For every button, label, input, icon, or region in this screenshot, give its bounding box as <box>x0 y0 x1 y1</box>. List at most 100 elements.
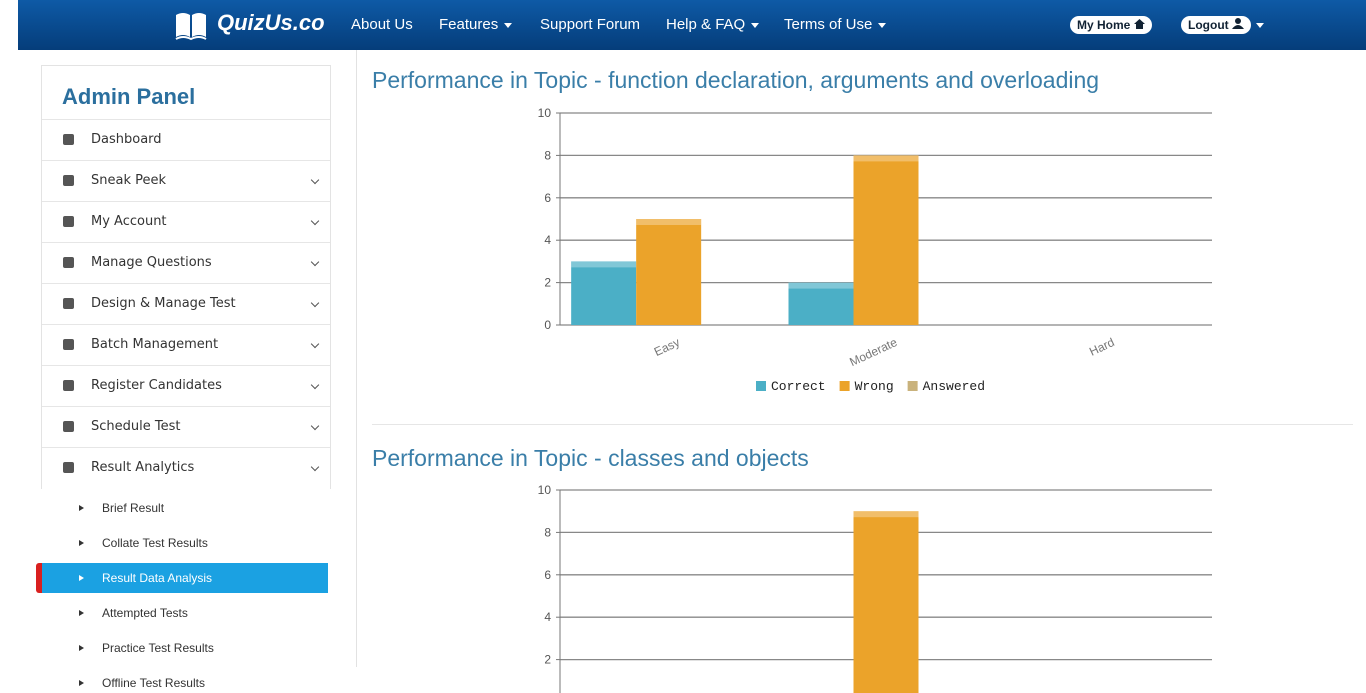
submenu-label: Attempted Tests <box>102 606 188 620</box>
submenu-item[interactable]: Attempted Tests <box>36 598 328 628</box>
menu-item[interactable]: Manage Questions <box>42 242 330 283</box>
nav-link[interactable]: Features <box>439 16 513 33</box>
y-tick-label: 6 <box>544 191 551 205</box>
y-tick-label: 8 <box>544 525 551 539</box>
y-tick-label: 10 <box>538 483 552 497</box>
caret <box>504 22 513 28</box>
menu-label: Dashboard <box>91 132 162 147</box>
menu-label: Batch Management <box>91 337 219 352</box>
nav-link[interactable]: About Us <box>351 16 413 33</box>
submenu-item[interactable]: Result Data Analysis <box>36 563 328 593</box>
my-home-button[interactable]: My Home <box>1070 16 1152 34</box>
y-tick-label: 2 <box>544 653 551 667</box>
y-tick-label: 4 <box>544 610 551 624</box>
chart-title: Performance in Topic - classes and objec… <box>372 445 809 471</box>
logout-label: Logout <box>1188 18 1229 32</box>
y-tick-label: 2 <box>544 276 551 290</box>
menu-item[interactable]: Batch Management <box>42 324 330 365</box>
y-tick-label: 10 <box>538 106 552 120</box>
divider <box>356 50 357 667</box>
menu-label: Manage Questions <box>91 255 212 270</box>
bullet <box>79 575 84 581</box>
bar-sheen <box>788 282 854 289</box>
menu-label: Result Analytics <box>91 460 195 475</box>
nav-link-label: Features <box>439 16 499 33</box>
y-tick-label: 8 <box>544 148 551 162</box>
nav-link-label: Support Forum <box>540 16 641 33</box>
bullet <box>79 645 84 651</box>
bar <box>853 511 919 693</box>
menu-label: Design & Manage Test <box>91 296 236 311</box>
brand[interactable]: QuizUs.co <box>217 10 325 35</box>
menu-label: Register Candidates <box>91 378 222 393</box>
y-tick-label: 0 <box>544 318 551 332</box>
logout-caret <box>1256 23 1264 28</box>
menu-icon <box>63 216 74 227</box>
bar <box>636 219 702 325</box>
menu-item[interactable]: Result Analytics <box>42 447 330 488</box>
panel-title: Admin Panel <box>62 84 196 109</box>
bar-sheen <box>636 219 702 225</box>
legend-label: Wrong <box>855 379 894 394</box>
menu-item[interactable]: Design & Manage Test <box>42 283 330 324</box>
user-icon <box>1232 18 1244 29</box>
menu-icon <box>63 175 74 186</box>
nav-link-label: About Us <box>351 16 413 33</box>
nav-link-label: Terms of Use <box>784 16 873 33</box>
submenu-label: Collate Test Results <box>102 536 208 550</box>
bar <box>571 261 637 325</box>
submenu-item[interactable]: Collate Test Results <box>36 528 328 558</box>
nav-link[interactable]: Help & FAQ <box>666 16 760 33</box>
legend-label: Answered <box>923 379 985 394</box>
navbar: QuizUs.co About Us Features Support Forum H… <box>18 0 1366 50</box>
menu-item[interactable]: Schedule Test <box>42 406 330 447</box>
submenu-label: Brief Result <box>102 501 165 515</box>
menu-item[interactable]: Sneak Peek <box>42 160 330 201</box>
menu-label: Sneak Peek <box>91 173 167 188</box>
x-tick-label: Moderate <box>847 335 899 369</box>
menu-icon <box>63 380 74 391</box>
submenu-label: Offline Test Results <box>102 676 205 690</box>
nav-link[interactable]: Terms of Use <box>784 16 887 33</box>
my-home-label: My Home <box>1077 18 1131 32</box>
y-tick-label: 6 <box>544 568 551 582</box>
submenu-item[interactable]: Brief Result <box>36 493 328 523</box>
menu-item[interactable]: Register Candidates <box>42 365 330 406</box>
caret <box>751 22 760 28</box>
home-icon <box>1133 19 1145 29</box>
x-tick-label: Easy <box>652 335 682 359</box>
x-tick-label: Hard <box>1087 335 1116 359</box>
logo-icon <box>175 13 207 41</box>
bar-sheen <box>853 511 919 518</box>
bullet <box>79 610 84 616</box>
bar-sheen <box>571 261 637 268</box>
menu-icon <box>63 257 74 268</box>
menu-item[interactable]: My Account <box>42 201 330 242</box>
bar <box>853 155 919 325</box>
menu-icon <box>63 339 74 350</box>
bar <box>788 282 854 325</box>
legend-swatch <box>839 381 850 391</box>
menu-icon <box>63 421 74 432</box>
bullet <box>79 505 84 511</box>
menu-icon <box>63 462 74 473</box>
menu-icon <box>63 298 74 309</box>
menu-label: My Account <box>91 214 167 229</box>
bullet <box>79 540 84 546</box>
bar-sheen <box>853 155 919 162</box>
submenu-label: Practice Test Results <box>102 641 214 655</box>
submenu-label: Result Data Analysis <box>102 571 213 585</box>
bullet <box>79 680 84 686</box>
nav-link-label: Help & FAQ <box>666 16 746 33</box>
submenu-item[interactable]: Offline Test Results <box>36 668 328 693</box>
chart-title: Performance in Topic - function declarat… <box>372 67 1099 93</box>
menu-label: Schedule Test <box>91 419 181 434</box>
legend-swatch <box>756 381 766 391</box>
submenu-item[interactable]: Practice Test Results <box>36 633 328 663</box>
logout-button[interactable]: Logout <box>1181 16 1251 34</box>
menu-item[interactable]: Dashboard <box>42 119 330 160</box>
admin-panel: Admin Panel Dashboard Sneak Peek My Accoun… <box>41 65 331 489</box>
nav-link[interactable]: Support Forum <box>540 16 640 33</box>
